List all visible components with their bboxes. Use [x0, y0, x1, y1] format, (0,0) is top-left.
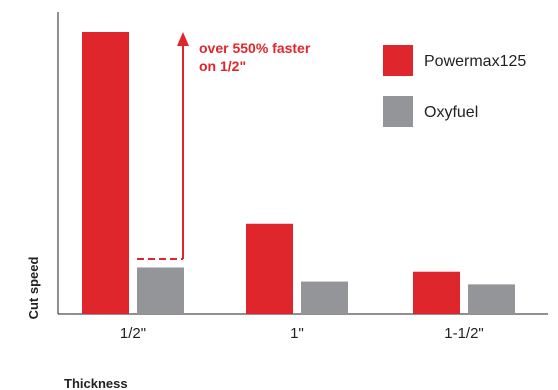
legend-label-powermax: Powermax125 [424, 53, 526, 70]
annotation-line-1: over 550% faster [199, 40, 311, 56]
arrow-up-icon [177, 32, 189, 46]
x-tick-label-1: 1/2" [120, 325, 146, 342]
x-tick-labels: 1/2" 1" 1-1/2" [120, 325, 484, 342]
bar-oxyfuel-3 [468, 284, 515, 314]
bar-powermax125-3 [413, 271, 460, 314]
bar-powermax125-1 [82, 32, 129, 314]
bar-oxyfuel-2 [301, 281, 348, 314]
x-axis-title: Thickness [64, 376, 128, 390]
legend-label-oxyfuel: Oxyfuel [424, 104, 478, 121]
bars-group [82, 32, 515, 314]
annotation-line-2: on 1/2" [199, 58, 246, 74]
annotation: over 550% faster on 1/2" [137, 32, 311, 260]
bar-oxyfuel-1 [137, 267, 184, 314]
y-axis-title: Cut speed [26, 257, 41, 320]
legend: Powermax125 Oxyfuel [383, 45, 526, 127]
legend-swatch-oxyfuel [383, 96, 413, 127]
bar-powermax125-2 [246, 223, 293, 314]
x-tick-label-2: 1" [290, 325, 304, 342]
legend-swatch-powermax [383, 45, 413, 76]
x-tick-label-3: 1-1/2" [444, 325, 484, 342]
